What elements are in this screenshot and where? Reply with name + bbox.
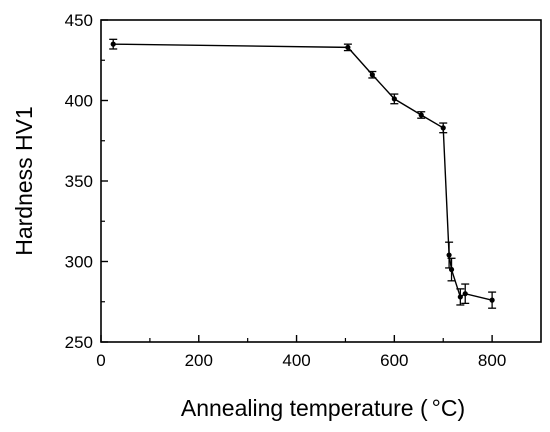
y-tick-label: 300 bbox=[65, 253, 93, 272]
x-tick-label: 600 bbox=[380, 351, 408, 370]
data-point bbox=[489, 297, 495, 303]
data-series bbox=[109, 38, 497, 309]
data-point bbox=[110, 41, 116, 47]
data-point bbox=[418, 112, 424, 118]
x-tick-label: 0 bbox=[96, 351, 105, 370]
x-axis-title-close: ) bbox=[457, 395, 465, 421]
data-point bbox=[448, 266, 455, 273]
x-tick-label: 200 bbox=[185, 351, 213, 370]
y-tick-label: 250 bbox=[65, 333, 93, 352]
plot-area bbox=[100, 19, 542, 343]
x-tick-label: 800 bbox=[478, 351, 506, 370]
data-point bbox=[345, 44, 351, 50]
y-tick-label: 350 bbox=[65, 172, 93, 191]
data-point bbox=[446, 252, 452, 258]
y-tick-label: 400 bbox=[65, 92, 93, 111]
data-point bbox=[440, 125, 446, 131]
axis-ticks: 0 200 400 600 800 250 300 350 400 450 bbox=[65, 11, 507, 370]
data-point bbox=[462, 291, 468, 297]
plot-frame bbox=[100, 19, 542, 343]
x-axis-title: Annealing temperature (°C) bbox=[181, 395, 465, 421]
y-axis-title: Hardness HV1 bbox=[11, 106, 37, 256]
x-axis-title-unit: °C bbox=[432, 395, 458, 421]
data-point bbox=[391, 96, 397, 102]
x-tick-label: 400 bbox=[282, 351, 310, 370]
data-point bbox=[457, 294, 463, 300]
series-line bbox=[113, 43, 493, 301]
x-axis-title-text: Annealing temperature ( bbox=[181, 395, 428, 421]
y-tick-label: 450 bbox=[65, 11, 93, 30]
data-point bbox=[369, 72, 375, 78]
